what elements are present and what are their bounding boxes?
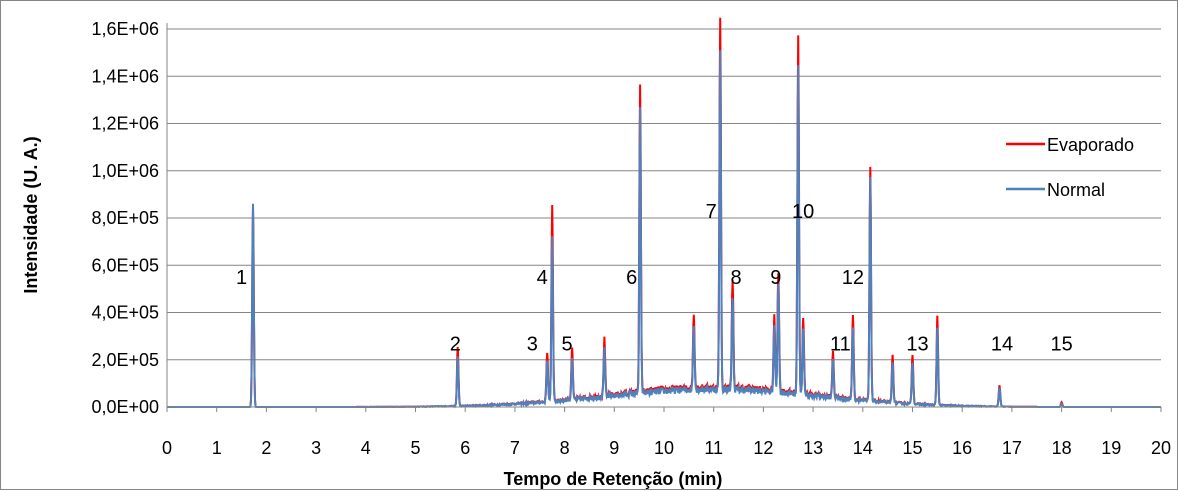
- x-tick-label: 10: [654, 438, 674, 458]
- x-tick-label: 16: [952, 438, 972, 458]
- legend-label: Normal: [1047, 180, 1105, 200]
- x-tick-label: 19: [1101, 438, 1121, 458]
- axes: [166, 23, 1161, 408]
- x-tick-label: 12: [753, 438, 773, 458]
- peak-label: 4: [537, 267, 548, 289]
- peak-label: 15: [1050, 333, 1072, 355]
- legend: Evaporado Normal: [1006, 135, 1134, 200]
- x-tick-label: 7: [510, 438, 520, 458]
- peak-label: 7: [706, 201, 717, 223]
- x-tick-label: 5: [410, 438, 420, 458]
- y-tick-label: 1,2E+06: [91, 114, 159, 134]
- grid-lines: [167, 28, 1161, 361]
- y-tick-label: 6,0E+05: [91, 255, 159, 275]
- x-tick-label: 18: [1052, 438, 1072, 458]
- x-tick-label: 15: [902, 438, 922, 458]
- x-tick-label: 3: [311, 438, 321, 458]
- x-tick-label: 4: [361, 438, 371, 458]
- x-axis-title: Tempo de Retenção (min): [504, 469, 723, 489]
- peak-label: 14: [991, 333, 1013, 355]
- peak-label: 12: [842, 267, 864, 289]
- y-tick-label: 1,0E+06: [91, 161, 159, 181]
- y-tick-label: 8,0E+05: [91, 208, 159, 228]
- peak-label: 6: [626, 267, 637, 289]
- x-tick-label: 9: [609, 438, 619, 458]
- x-tick-label: 6: [460, 438, 470, 458]
- legend-label: Evaporado: [1047, 135, 1134, 155]
- x-tick-label: 11: [704, 438, 723, 458]
- x-tick-label: 20: [1151, 438, 1171, 458]
- y-tick-labels: 0,0E+00 2,0E+05 4,0E+05 6,0E+05 8,0E+05 1,0E+…: [91, 19, 159, 417]
- x-tick-label: 13: [803, 438, 823, 458]
- y-tick-label: 2,0E+05: [91, 350, 159, 370]
- y-axis-title: Intensidade (U. A.): [21, 136, 41, 293]
- peak-label: 11: [830, 333, 851, 355]
- x-tick-label: 14: [853, 438, 873, 458]
- peak-label: 5: [562, 333, 573, 355]
- x-tick-label: 1: [212, 438, 222, 458]
- y-tick-label: 0,0E+00: [91, 397, 159, 417]
- peak-label: 10: [792, 201, 814, 223]
- x-tick-label: 17: [1002, 438, 1022, 458]
- y-tick-label: 4,0E+05: [91, 303, 159, 323]
- x-tick-labels: 0 1 2 3 4 5 6 7 8 9 10 11 12 13 14 15 16 17 18 19 20: [162, 407, 1171, 458]
- x-tick-label: 0: [162, 438, 172, 458]
- peak-label: 2: [450, 333, 461, 355]
- y-tick-label: 1,6E+06: [91, 19, 159, 39]
- x-tick-label: 2: [261, 438, 271, 458]
- y-tick-label: 1,4E+06: [91, 66, 159, 86]
- peak-label: 9: [770, 267, 781, 289]
- peak-label: 1: [236, 267, 247, 289]
- peak-label: 13: [906, 333, 928, 355]
- peak-label: 3: [527, 333, 538, 355]
- x-tick-label: 8: [560, 438, 570, 458]
- peak-label: 8: [731, 267, 742, 289]
